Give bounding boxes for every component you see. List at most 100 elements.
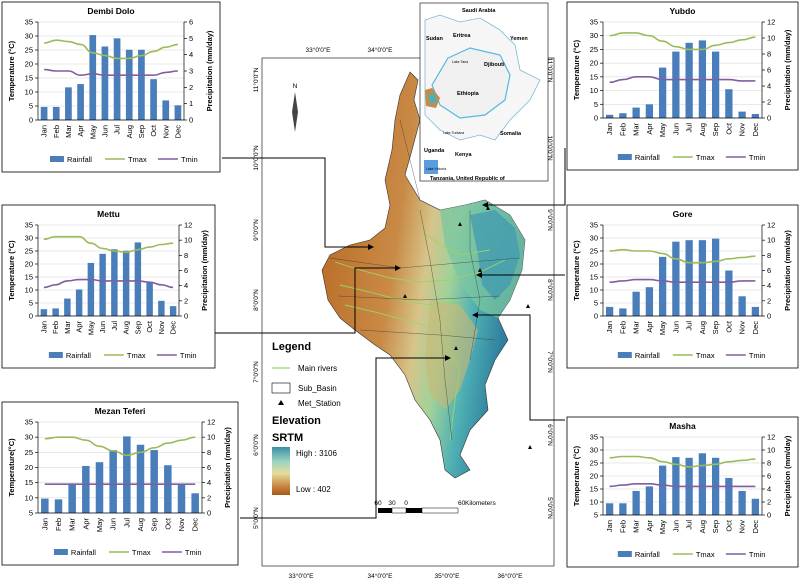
y2-tick-label: 2 <box>767 498 771 507</box>
y2-axis-label: Precipitation (mm/day) <box>223 427 232 508</box>
legend-rainfall-swatch <box>617 352 632 358</box>
legend-tmin: Tmin <box>749 351 766 360</box>
elevation-ramp <box>272 447 290 495</box>
tmax-line <box>44 436 196 457</box>
x-tick-label: Mar <box>64 125 73 138</box>
legend-tmin: Tmin <box>181 155 198 164</box>
y-tick-label: 20 <box>590 260 598 269</box>
x-tick-label: Feb <box>618 520 627 533</box>
inset-basin-highland <box>428 93 437 104</box>
chart-panel: Dembi Dolo 0 5 10 15 20 25 30 35 0 1 2 3 4 5 6 Jan Feb Mar… <box>1 1 221 173</box>
scale-unit: Kilometers <box>465 500 496 507</box>
y2-axis-label: Precipitation (mm/day) <box>205 30 214 111</box>
y-tick-label: 15 <box>25 478 33 487</box>
inset-label: Djibouti <box>484 62 505 68</box>
legend-rainfall: Rainfall <box>66 351 91 360</box>
legend-rainfall: Rainfall <box>71 548 96 557</box>
station-marker <box>454 346 458 350</box>
chart-panel: Gore 0 5 10 15 20 25 30 35 0 2 4 6 8 10 12 Jan Feb Mar Apr M… <box>566 204 799 369</box>
y2-tick-label: 0 <box>767 312 771 321</box>
basin-highland-blue <box>470 210 520 300</box>
rainfall-bar <box>191 493 199 513</box>
rainfall-bar <box>65 87 72 120</box>
rainfall-bar <box>111 249 118 316</box>
map-legend: Legend Main rivers Sub_Basin Met_Station… <box>271 341 341 495</box>
x-tick-label: Oct <box>724 320 733 333</box>
y-tick-label: 35 <box>25 418 33 427</box>
y-tick-label: 10 <box>590 86 598 95</box>
y-tick-label: 0 <box>29 116 33 125</box>
y-tick-label: 5 <box>594 511 598 520</box>
y2-tick-label: 0 <box>207 509 211 518</box>
x-tick-label: Aug <box>122 321 131 334</box>
x-tick-label: Mar <box>63 321 72 334</box>
rainfall-bar <box>40 106 48 120</box>
y-tick-label: 20 <box>25 60 33 69</box>
inset-label: Sudan <box>426 36 443 42</box>
lat-label-right: 11°0'0"N <box>546 58 554 83</box>
y2-tick-label: 6 <box>189 18 193 27</box>
x-tick-label: Nov <box>738 520 747 534</box>
inset-label: Uganda <box>424 148 445 154</box>
legend-tmin: Tmin <box>180 351 197 360</box>
x-tick-label: Feb <box>618 123 627 136</box>
chart-panel: Mezan Teferi 5 10 15 20 25 30 35 0 2 4 6 8 10 12 Jan Feb… <box>1 401 239 566</box>
x-tick-label: Sep <box>711 321 720 334</box>
y2-tick-label: 6 <box>767 66 771 75</box>
y-tick-label: 35 <box>590 18 598 27</box>
y-tick-label: 5 <box>594 299 598 308</box>
x-tick-label: Jan <box>40 518 49 530</box>
tmax-line <box>609 32 756 51</box>
rainfall-bar <box>87 262 95 316</box>
y2-tick-label: 4 <box>767 281 771 290</box>
north-arrow-icon <box>292 92 298 132</box>
y-tick-label: 25 <box>25 46 33 55</box>
legend-tmax: Tmax <box>696 351 715 360</box>
north-label: N <box>293 83 298 90</box>
lon-label-top: 33°0'0"E <box>306 46 332 54</box>
y2-tick-label: 0 <box>767 511 771 520</box>
tmin-line <box>609 482 756 488</box>
x-tick-label: Dec <box>191 518 200 532</box>
y2-tick-label: 8 <box>184 251 188 260</box>
legend-title: Legend <box>272 341 311 353</box>
tmax-line <box>44 39 178 60</box>
x-tick-label: Nov <box>157 321 166 335</box>
x-tick-label: Apr <box>645 519 654 531</box>
panel-frame <box>566 204 799 369</box>
x-tick-label: Sep <box>137 125 146 138</box>
rainfall-bar <box>54 499 63 513</box>
lon-label-bottom: 35°0'0"E <box>435 572 461 580</box>
y2-axis-label: Precipitation (mm/day) <box>783 435 792 516</box>
scale-tick: 60 <box>374 500 382 507</box>
rainfall-bar <box>150 450 158 513</box>
x-tick-label: Mar <box>632 520 641 533</box>
rainfall-bar <box>101 46 109 120</box>
y-tick-label: 20 <box>590 472 598 481</box>
lat-label-left: 7°0'0"N <box>252 361 260 383</box>
y-tick-label: 15 <box>25 273 33 282</box>
y2-tick-label: 8 <box>207 448 211 457</box>
x-tick-label: Jun <box>671 321 680 333</box>
x-tick-label: May <box>658 520 667 534</box>
lat-label-right: 7°0'0"N <box>546 351 554 373</box>
legend-tmax: Tmax <box>128 155 147 164</box>
rainfall-bar <box>711 238 720 316</box>
legend-rainfall: Rainfall <box>67 155 92 164</box>
station-marker <box>403 294 407 298</box>
x-tick-label: Jul <box>110 321 119 331</box>
y2-tick-label: 8 <box>767 459 771 468</box>
rainfall-bar <box>164 465 172 513</box>
rainfall-bar <box>725 89 733 118</box>
elev-high: High : 3106 <box>296 449 337 458</box>
chart-title: Yubdo <box>670 6 696 16</box>
station-marker <box>458 222 462 226</box>
rainfall-bar <box>658 256 667 316</box>
y-tick-label: 15 <box>590 273 598 282</box>
x-tick-label: Jun <box>671 520 680 532</box>
tmin-line <box>609 76 756 84</box>
legend-rainfall: Rainfall <box>635 153 660 162</box>
y-tick-label: 20 <box>25 260 33 269</box>
x-tick-label: Oct <box>149 124 158 137</box>
